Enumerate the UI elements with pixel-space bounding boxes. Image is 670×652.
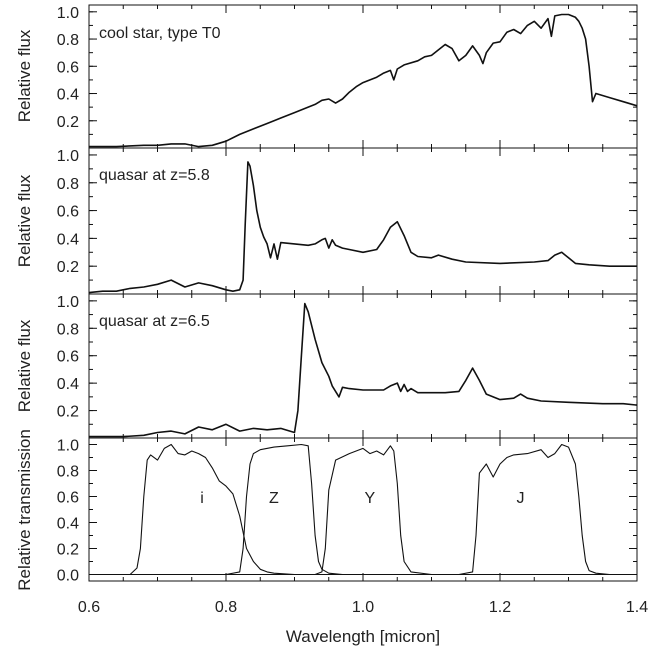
axis-ticks bbox=[88, 148, 638, 294]
band-label-Y: Y bbox=[365, 490, 376, 507]
filter-curves bbox=[89, 443, 637, 576]
filter-curve-Z bbox=[89, 443, 637, 576]
y-tick-label: 0.4 bbox=[57, 231, 79, 248]
x-tick-labels: 0.6 0.8 1.0 1.2 1.4 bbox=[78, 599, 648, 616]
y-tick-label: 0.4 bbox=[57, 87, 79, 104]
y-axis-label: Relative flux bbox=[15, 174, 34, 267]
y-axis-label: Relative flux bbox=[15, 319, 34, 412]
y-tick-label: 0.6 bbox=[57, 59, 79, 76]
y-tick-label: 0.2 bbox=[57, 114, 79, 131]
x-tick-label: 0.6 bbox=[78, 599, 100, 616]
filter-curve-Y bbox=[89, 445, 637, 576]
axis-ticks bbox=[88, 438, 638, 581]
panel-annotation: cool star, type T0 bbox=[99, 25, 221, 42]
y-tick-label: 0.6 bbox=[57, 349, 79, 366]
x-tick-label: 0.8 bbox=[215, 599, 237, 616]
quasar-z58-spectrum-line bbox=[88, 161, 637, 294]
y-tick-label: 0.8 bbox=[57, 464, 79, 481]
panel-filter-transmission: 0.0 0.2 0.4 0.6 0.8 1.0 i Z Y J Relative transmi… bbox=[15, 429, 638, 591]
y-tick-label: 0.2 bbox=[57, 404, 79, 421]
panel-quasar-z58: 0.2 0.4 0.6 0.8 1.0 quasar at z=5.8 Relative… bbox=[15, 147, 638, 295]
panel-frame bbox=[88, 437, 638, 582]
y-tick-label: 0.6 bbox=[57, 204, 79, 221]
y-tick-label: 0.2 bbox=[57, 542, 79, 559]
panel-quasar-z65: 0.2 0.4 0.6 0.8 1.0 quasar at z=6.5 Relative… bbox=[15, 293, 638, 439]
y-tick-label: 0.8 bbox=[57, 32, 79, 49]
y-axis-label: Relative transmission bbox=[15, 429, 34, 591]
band-label-J: J bbox=[517, 490, 525, 507]
y-tick-label: 0.4 bbox=[57, 516, 79, 533]
band-label-Z: Z bbox=[269, 490, 279, 507]
band-label-i: i bbox=[200, 490, 204, 507]
x-tick-label: 1.4 bbox=[626, 599, 648, 616]
y-tick-labels: 0.0 0.2 0.4 0.6 0.8 1.0 bbox=[57, 438, 79, 585]
x-tick-label: 1.2 bbox=[489, 599, 511, 616]
filter-curve-J bbox=[89, 443, 637, 576]
y-tick-label: 1.0 bbox=[57, 438, 79, 455]
y-tick-label: 0.8 bbox=[57, 321, 79, 338]
axis-ticks bbox=[88, 294, 638, 438]
axis-ticks bbox=[88, 5, 638, 148]
y-tick-labels: 0.2 0.4 0.6 0.8 1.0 bbox=[57, 148, 79, 276]
y-tick-label: 1.0 bbox=[57, 148, 79, 165]
filter-curve-i bbox=[89, 443, 637, 576]
x-axis-label: Wavelength [micron] bbox=[286, 627, 440, 646]
cool-star-spectrum-line bbox=[89, 13, 638, 148]
y-tick-label: 0.8 bbox=[57, 176, 79, 193]
y-tick-label: 1.0 bbox=[57, 294, 79, 311]
x-tick-label: 1.0 bbox=[352, 599, 374, 616]
y-tick-label: 0.4 bbox=[57, 376, 79, 393]
y-tick-label: 0.6 bbox=[57, 490, 79, 507]
panel-annotation: quasar at z=5.8 bbox=[99, 167, 210, 184]
quasar-z65-spectrum-line bbox=[89, 302, 638, 438]
y-tick-label: 1.0 bbox=[57, 5, 79, 22]
y-tick-label: 0.0 bbox=[57, 568, 79, 585]
y-tick-labels: 0.2 0.4 0.6 0.8 1.0 bbox=[57, 5, 79, 131]
y-tick-labels: 0.2 0.4 0.6 0.8 1.0 bbox=[57, 294, 79, 421]
panel-cool-star: 0.2 0.4 0.6 0.8 1.0 cool star, type T0 Relat… bbox=[15, 4, 638, 149]
y-tick-label: 0.2 bbox=[57, 259, 79, 276]
y-axis-label: Relative flux bbox=[15, 29, 34, 122]
panel-annotation: quasar at z=6.5 bbox=[99, 313, 210, 330]
